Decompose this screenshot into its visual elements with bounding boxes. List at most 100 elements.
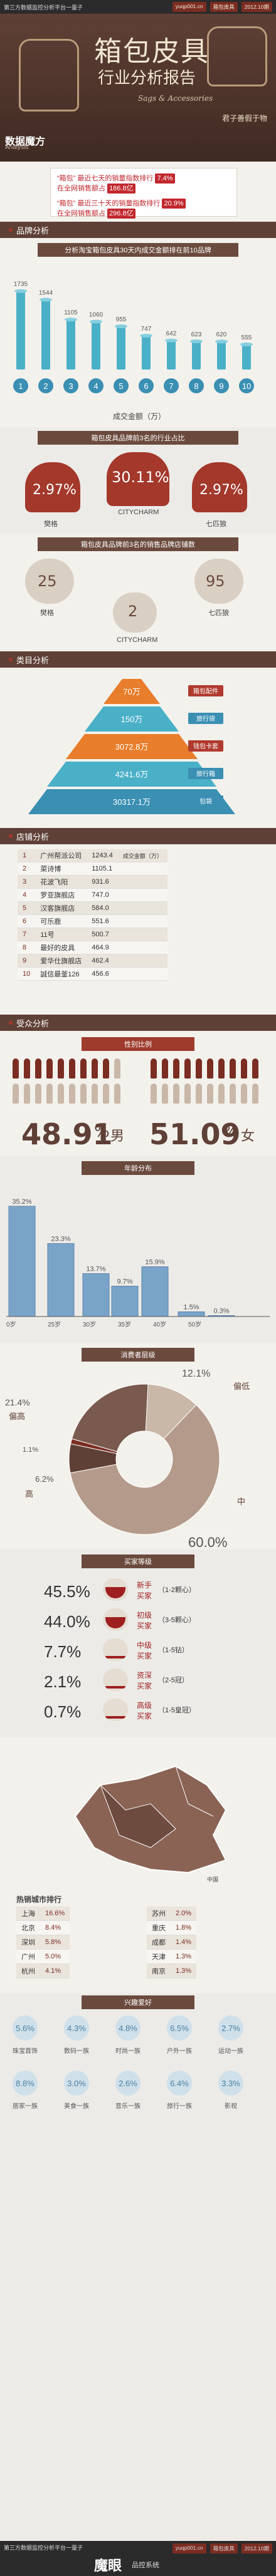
rank-badge [164,378,179,393]
hobby-label: 影视 [225,2103,237,2110]
intro-l1a: 箱包 [59,175,73,182]
hobby-circle: 4.8% [115,2015,141,2041]
pyramid-tier [85,706,179,732]
city-name: 成都 [147,1935,171,1950]
footer-tabs: yuqp001.cn 箱包皮具 2012.10期 [172,2543,272,2553]
pie-label: 1.1% [23,1446,38,1454]
intro-section: “箱包” 最近七天的销量指数排行 7.4% 在全网销售额占 186.8亿 “箱包… [0,162,276,222]
brand-bar-value: 1060 [89,311,104,318]
hobby-circle: 2.6% [115,2071,141,2096]
share-name-3: 七匹狼 [206,520,226,528]
brand-bar-value: 555 [242,334,252,341]
pie-slice [70,1404,220,1535]
top-tab-issue[interactable]: 2012.10期 [241,2,272,12]
bowl-icon [103,1578,128,1601]
pyramid-label: 旅行箱 [196,770,215,778]
brand-bar [167,340,176,370]
city-row: 天津 1.3% [147,1949,197,1964]
brand-bar-cap [90,319,102,324]
female-figure-icon [207,1084,213,1104]
brand-shops-section: 箱包皮具品牌前3名的销售品牌店铺数 25 樊格 2 CITYCHARM 95 七… [0,534,276,651]
city-name: 重庆 [147,1920,171,1935]
rank-number: 7 [169,381,173,391]
table-cell [117,875,167,889]
male-figure-icon [103,1058,109,1079]
buyer-pct: 0.7% [44,1702,82,1721]
category-section: 70万 箱包配件 150万 旅行袋 3072.8万 钱包卡套 4241.6万 旅行箱 30317… [0,668,276,828]
bag-illustration-icon [19,39,79,111]
city-pct: 1.8% [171,1920,197,1935]
age-title: 年龄分布 [82,1161,194,1175]
brand-bar-value: 1105 [64,309,78,316]
brand-bar-value: 955 [116,316,127,323]
pyramid-label: 钱包卡套 [193,742,218,750]
female-label: 女 [241,1129,255,1144]
intro-l2a: 在全网销售额占 [57,185,105,192]
hobbies-title: 兴趣爱好 [82,1995,194,2009]
male-figure-icon [92,1084,98,1104]
rank-badge [139,378,154,393]
age-value: 35.2% [12,1198,31,1206]
top-bar: 第三方数据监控分析平台一量子 yuqp001.cn 箱包皮具 2012.10期 [0,0,276,14]
table-cell: 8 [18,941,36,954]
age-tick: 50岁 [188,1320,201,1328]
age-value: 9.7% [117,1278,132,1286]
bag-illustration-icon [207,26,267,86]
buyer-row: 0.7% 高级买家 （1-5皇冠） [0,1695,276,1727]
brand-bar [217,341,226,370]
female-figure-icon [230,1084,236,1104]
buyer-range: （1-5钻） [158,1647,189,1654]
city-row: 杭州 4.1% [16,1963,70,1979]
shop-table: 1 广州帮派公司 1243.4 成交金额（万） 2 菜诗博 1105.1 3 花波飞阳 931.6… [18,849,167,981]
top-tab-category[interactable]: 箱包皮具 [210,2,238,12]
rank-badge [13,378,28,393]
city-row: 广州 5.0% [16,1949,70,1964]
female-figure-icon [230,1058,236,1079]
buyer-pct: 2.1% [44,1672,82,1691]
male-figure-icon [92,1058,98,1079]
city-row: 北京 8.4% [16,1920,70,1935]
table-cell: 931.6 [87,875,118,889]
buyer-row: 2.1% 资深买家 （2-5冠） [0,1665,276,1697]
pyramid-value: 30317.1万 [113,797,151,807]
age-bar [8,1206,36,1317]
brand-chart-section: 分析淘宝箱包皮具30天内成交金额排在前10品牌 1735 1 1544 2 1105 3 1… [0,238,276,427]
spending-pie: 12.1% 偏低 60.0% 中 6.2%高 21.4% 偏高 1.1% [5,1368,250,1547]
brand-bar-cap [240,342,253,346]
buyer-pct: 7.7% [44,1642,82,1661]
age-section: 年龄分布 35.2% 23.3% 13.7% 9.7% 15.9% 1.5% 0.3% 0岁 2… [0,1156,276,1343]
age-value: 13.7% [86,1266,105,1273]
table-cell: 成交金额（万） [117,849,167,862]
brand-bar [242,344,251,370]
city-name: 南京 [147,1963,171,1979]
shop-section: 1 广州帮派公司 1243.4 成交金额（万） 2 菜诗博 1105.1 3 花波飞阳 931.6… [0,844,276,1015]
footer-tab-site[interactable]: yuqp001.cn [172,2543,206,2553]
rank-badge [189,378,204,393]
male-figure-icon [114,1058,120,1079]
male-figure-icon [13,1058,19,1079]
age-bar [141,1266,169,1317]
table-cell [117,928,167,941]
city-pct: 5.8% [40,1935,70,1950]
age-tick: 40岁 [153,1320,166,1328]
rank-badge [239,378,254,393]
pyramid-label-bg [188,713,223,724]
hero-signature: 君子善假于物 [221,114,267,123]
brand-chart-caption: 成交金额（万） [113,412,166,421]
table-cell: 584.0 [87,901,118,915]
brand-bar [142,336,151,370]
top-tab-site[interactable]: yuqp001.cn [172,2,206,12]
footer-tab-issue[interactable]: 2012.10期 [241,2543,272,2553]
bowl-icon [103,1608,128,1631]
city-row: 成都 1.4% [147,1935,197,1950]
buyer-range: （1-5皇冠） [158,1707,196,1714]
brand-share-section: 箱包皮具品牌前3名的行业占比 2.97% 樊格 30.11% CITYCHARM… [0,427,276,534]
city-name: 苏州 [147,1906,171,1921]
table-cell: 551.6 [87,914,118,928]
table-cell: 1105.1 [87,862,118,876]
footer-tab-category[interactable]: 箱包皮具 [210,2543,238,2553]
pyramid-tier [104,679,160,704]
city-row: 苏州 2.0% [147,1906,197,1921]
brand-bar-chart: 1735115442110531060495557476642762386209… [13,281,254,393]
age-value: 1.5% [183,1304,199,1311]
